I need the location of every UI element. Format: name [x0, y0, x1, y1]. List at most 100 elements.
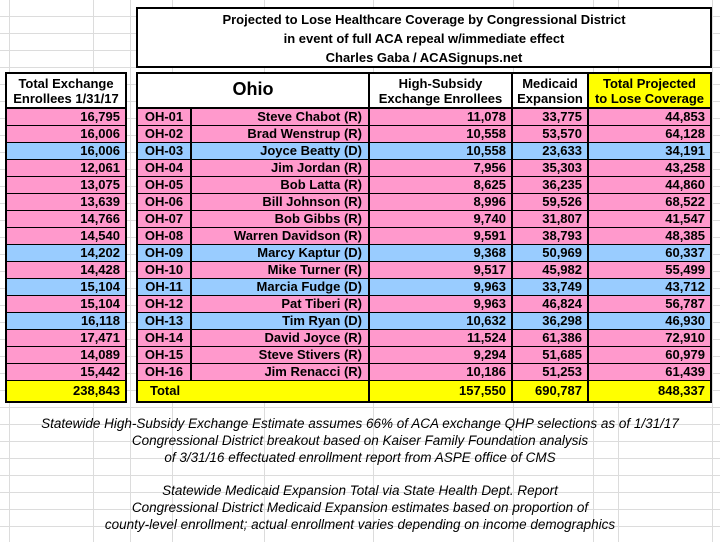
total-projected-header-line-1: Total Projected	[603, 76, 696, 91]
footnote-line: Statewide High-Subsidy Exchange Estimate…	[41, 416, 679, 431]
footnote-line: county-level enrollment; actual enrollme…	[104, 516, 616, 532]
high-subsidy-cell: 10,632	[370, 313, 513, 329]
exchange-header-line-1: Total Exchange	[18, 76, 114, 91]
medicaid-cell: 33,775	[513, 109, 589, 125]
district-row: OH-13 Tim Ryan (D) 10,632 36,298 46,930	[138, 313, 710, 330]
exchange-cell: 16,006	[7, 126, 125, 143]
high-subsidy-cell: 9,368	[370, 245, 513, 261]
district-row: OH-06 Bill Johnson (R) 8,996 59,526 68,5…	[138, 194, 710, 211]
total-cell: 56,787	[665, 296, 705, 311]
exchange-cell: 14,766	[7, 211, 125, 228]
district-row: OH-15 Steve Stivers (R) 9,294 51,685 60,…	[138, 347, 710, 364]
district-cell: OH-13	[138, 313, 192, 329]
total-high-subsidy-cell: 157,550	[370, 381, 513, 401]
district-row: OH-10 Mike Turner (R) 9,517 45,982 55,49…	[138, 262, 710, 279]
representative-cell: Joyce Beatty (D)	[192, 143, 370, 159]
exchange-total-cell: 238,843	[7, 381, 125, 401]
district-cell: OH-01	[138, 109, 192, 125]
total-cell: 60,337	[665, 245, 705, 260]
total-cell: 61,439	[665, 364, 705, 379]
high-subsidy-cell: 9,963	[370, 296, 513, 312]
high-subsidy-cell: 8,996	[370, 194, 513, 210]
exchange-cell: 15,442	[7, 364, 125, 381]
district-cell: OH-14	[138, 330, 192, 346]
representative-cell: Marcy Kaptur (D)	[192, 245, 370, 261]
exchange-cell: 17,471	[7, 330, 125, 347]
district-cell: OH-11	[138, 279, 192, 295]
exchange-cell: 12,061	[7, 160, 125, 177]
total-cell: 43,258	[665, 160, 705, 175]
total-projected-header: Total Projected to Lose Coverage	[589, 74, 710, 107]
total-row-label: Total	[138, 381, 370, 401]
exchange-cell: 13,075	[7, 177, 125, 194]
district-table: Ohio High-Subsidy Exchange Enrollees Med…	[136, 72, 712, 403]
total-cell: 46,930	[665, 313, 705, 328]
exchange-header-line-2: Enrollees 1/31/17	[13, 91, 119, 106]
footnote-block-exchange: Statewide High-Subsidy Exchange Estimate…	[0, 416, 720, 466]
high-subsidy-header-line-1: High-Subsidy	[398, 76, 483, 91]
medicaid-cell: 36,298	[513, 313, 589, 329]
medicaid-header-line-1: Medicaid	[522, 76, 578, 91]
district-row: OH-04 Jim Jordan (R) 7,956 35,303 43,258	[138, 160, 710, 177]
district-row: OH-08 Warren Davidson (R) 9,591 38,793 4…	[138, 228, 710, 245]
medicaid-cell: 23,633	[513, 143, 589, 159]
district-row: OH-02 Brad Wenstrup (R) 10,558 53,570 64…	[138, 126, 710, 143]
title-line-3: Charles Gaba / ACASignups.net	[325, 50, 523, 65]
medicaid-cell: 46,824	[513, 296, 589, 312]
representative-cell: Pat Tiberi (R)	[192, 296, 370, 312]
representative-cell: Steve Stivers (R)	[192, 347, 370, 363]
exchange-cell: 14,540	[7, 228, 125, 245]
representative-cell: Brad Wenstrup (R)	[192, 126, 370, 142]
high-subsidy-cell: 10,558	[370, 126, 513, 142]
high-subsidy-cell: 11,524	[370, 330, 513, 346]
representative-cell: Jim Renacci (R)	[192, 364, 370, 380]
representative-cell: Steve Chabot (R)	[192, 109, 370, 125]
representative-cell: Jim Jordan (R)	[192, 160, 370, 176]
title-box: Projected to Lose Healthcare Coverage by…	[136, 7, 712, 68]
exchange-cell: 16,795	[7, 109, 125, 126]
total-medicaid-cell: 690,787	[513, 381, 589, 401]
medicaid-cell: 53,570	[513, 126, 589, 142]
high-subsidy-cell: 8,625	[370, 177, 513, 193]
medicaid-cell: 36,235	[513, 177, 589, 193]
total-projected-header-line-2: to Lose Coverage	[594, 91, 705, 106]
state-header: Ohio	[138, 74, 370, 107]
medicaid-cell: 51,685	[513, 347, 589, 363]
district-row: OH-05 Bob Latta (R) 8,625 36,235 44,860	[138, 177, 710, 194]
total-cell: 43,712	[665, 279, 705, 294]
high-subsidy-cell: 9,294	[370, 347, 513, 363]
representative-cell: Warren Davidson (R)	[192, 228, 370, 244]
total-cell: 55,499	[665, 262, 705, 277]
high-subsidy-cell: 9,740	[370, 211, 513, 227]
high-subsidy-cell: 10,186	[370, 364, 513, 380]
medicaid-cell: 45,982	[513, 262, 589, 278]
district-cell: OH-03	[138, 143, 192, 159]
high-subsidy-cell: 9,591	[370, 228, 513, 244]
medicaid-cell: 35,303	[513, 160, 589, 176]
total-cell: 60,979	[665, 347, 705, 362]
high-subsidy-cell: 7,956	[370, 160, 513, 176]
exchange-cell: 16,118	[7, 313, 125, 330]
district-row: OH-09 Marcy Kaptur (D) 9,368 50,969 60,3…	[138, 245, 710, 262]
high-subsidy-cell: 10,558	[370, 143, 513, 159]
total-cell: 48,385	[665, 228, 705, 243]
representative-cell: Bob Latta (R)	[192, 177, 370, 193]
title-line-1: Projected to Lose Healthcare Coverage by…	[222, 12, 626, 27]
district-cell: OH-08	[138, 228, 192, 244]
table-header-row: Ohio High-Subsidy Exchange Enrollees Med…	[138, 74, 710, 109]
district-row: OH-16 Jim Renacci (R) 10,186 51,253 61,4…	[138, 364, 710, 381]
total-projected-cell: 848,337	[658, 383, 705, 398]
medicaid-cell: 50,969	[513, 245, 589, 261]
district-cell: OH-06	[138, 194, 192, 210]
total-cell: 34,191	[665, 143, 705, 158]
title-line-2: in event of full ACA repeal w/immediate …	[283, 31, 565, 46]
exchange-cell: 15,104	[7, 296, 125, 313]
district-row: OH-03 Joyce Beatty (D) 10,558 23,633 34,…	[138, 143, 710, 160]
district-cell: OH-07	[138, 211, 192, 227]
representative-cell: Mike Turner (R)	[192, 262, 370, 278]
exchange-cell: 14,089	[7, 347, 125, 364]
exchange-cell: 13,639	[7, 194, 125, 211]
footnote-line: Congressional District breakout based on…	[131, 432, 589, 448]
total-cell: 44,860	[665, 177, 705, 192]
